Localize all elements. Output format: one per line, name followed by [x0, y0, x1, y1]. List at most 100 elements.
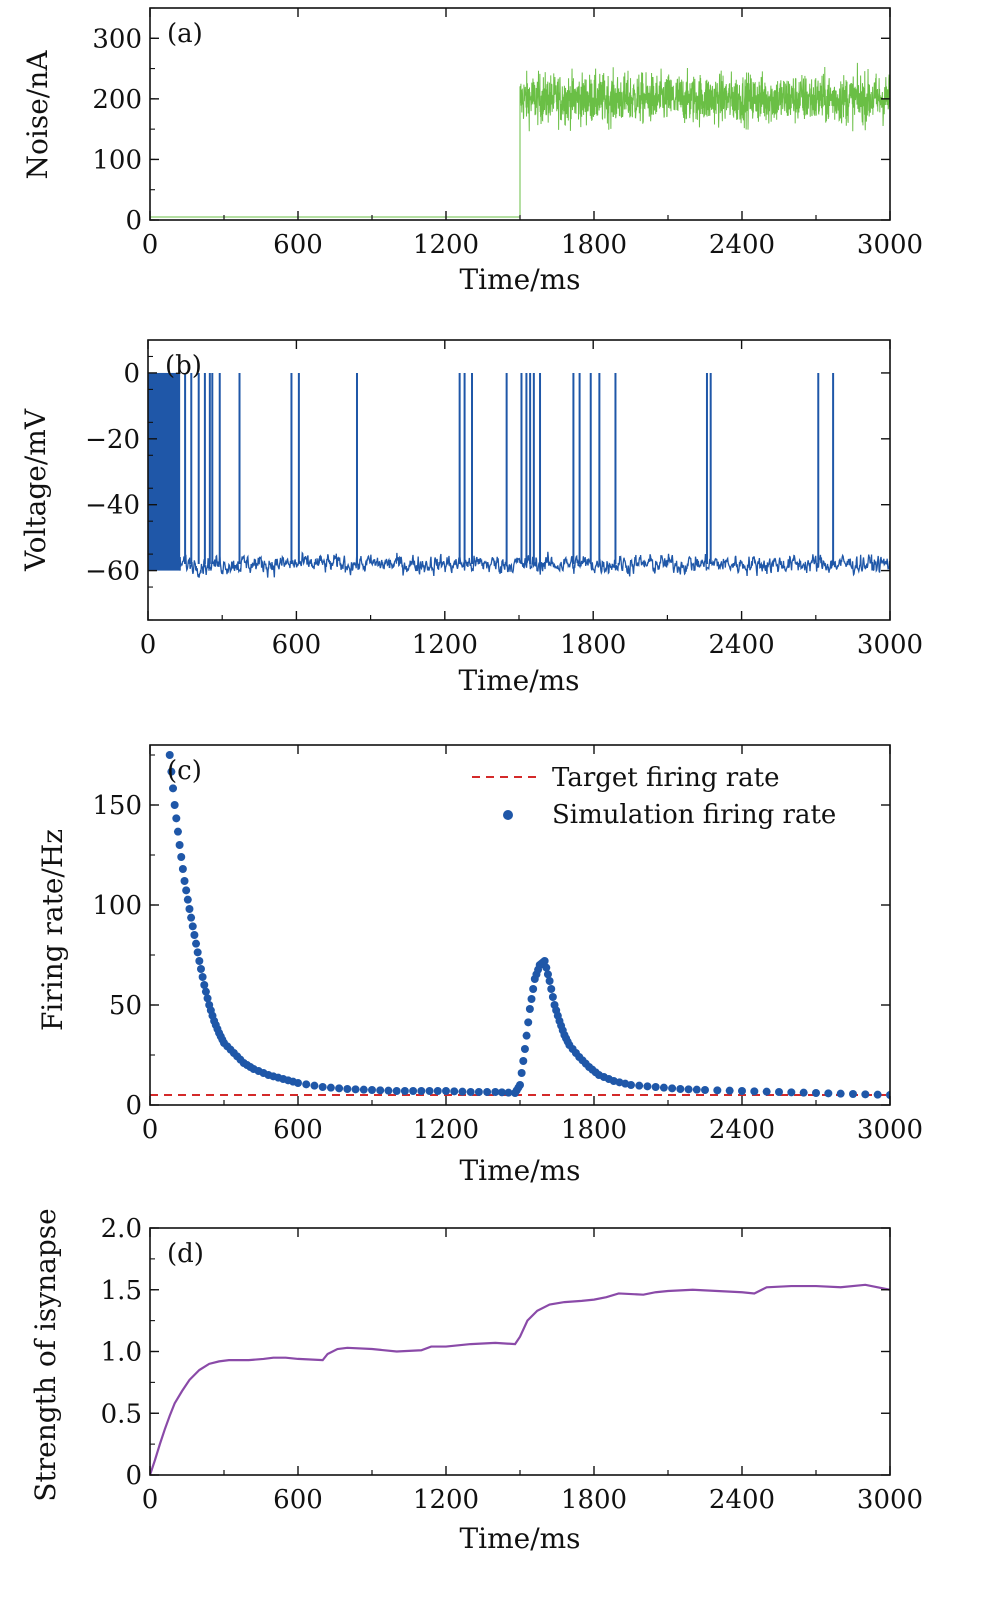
x-tick-label: 1200 [413, 1115, 479, 1145]
rate-point [861, 1090, 870, 1099]
rate-point [750, 1087, 759, 1096]
rate-point [226, 1045, 235, 1054]
legend-sim-swatch [503, 810, 513, 820]
rate-point [563, 1037, 572, 1046]
rate-point [519, 1057, 528, 1065]
plot-area [150, 1283, 890, 1475]
rate-point [198, 973, 207, 981]
rate-point [799, 1088, 808, 1097]
x-axis-label: Time/ms [458, 664, 579, 697]
rate-point [849, 1090, 857, 1098]
rate-point [218, 1035, 227, 1044]
x-tick-label: 0 [142, 230, 159, 260]
rate-point [392, 1087, 401, 1095]
x-axis-label: Time/ms [459, 1522, 580, 1555]
rate-point [520, 1045, 529, 1053]
rate-point [376, 1086, 385, 1095]
rate-point [196, 965, 205, 973]
x-tick-label: 0 [142, 1115, 159, 1145]
rate-point [524, 1018, 533, 1027]
rate-point [651, 1083, 660, 1091]
rate-point [548, 993, 557, 1001]
rate-point [213, 1025, 222, 1033]
rate-point [182, 886, 191, 895]
rate-point [483, 1088, 492, 1096]
rate-point [384, 1086, 393, 1095]
rate-point [190, 931, 199, 939]
legend-target-label: Target firing rate [552, 763, 780, 793]
rate-point [195, 957, 204, 965]
rate-point [259, 1069, 268, 1077]
rate-point [188, 922, 197, 931]
rate-point [497, 1088, 506, 1097]
rate-point [302, 1080, 311, 1089]
rate-point [738, 1087, 746, 1095]
rate-point [545, 977, 554, 985]
rate-point [201, 987, 210, 996]
plot-frame [149, 744, 891, 1106]
rate-point [180, 877, 189, 885]
rate-point [787, 1088, 796, 1097]
x-tick-label: 1200 [412, 630, 478, 660]
rate-point [173, 827, 182, 836]
x-tick-label: 3000 [857, 230, 923, 260]
rate-point [684, 1085, 693, 1094]
rate-point [558, 1026, 567, 1035]
x-tick-label: 600 [273, 1115, 323, 1145]
y-tick-label: 300 [92, 24, 142, 54]
rate-point [318, 1083, 327, 1091]
rate-point [433, 1087, 442, 1095]
rate-point [713, 1086, 722, 1095]
rate-point [192, 939, 201, 948]
y-tick-label: 100 [92, 145, 142, 175]
rate-point [604, 1075, 613, 1083]
rate-point [659, 1083, 668, 1092]
rate-point [553, 1011, 562, 1020]
y-tick-label: −40 [85, 491, 140, 521]
panel-a: 0 600 1200 1800 2400 3000 0 100 200 300 Time/ms Noi… [21, 7, 923, 296]
rate-point [359, 1085, 368, 1094]
y-tick-label: 150 [92, 791, 142, 821]
plot-area [148, 372, 890, 578]
x-tick-label: 2400 [709, 630, 775, 660]
x-tick-label: 3000 [857, 1115, 923, 1145]
panel-c: Target firing rate Simulation firing rate… [36, 744, 923, 1187]
rate-point [450, 1087, 459, 1096]
panel-label: (d) [167, 1239, 204, 1269]
rate-point [529, 985, 538, 993]
rate-point [701, 1086, 709, 1094]
y-tick-label: 0.5 [101, 1399, 142, 1429]
rate-point [762, 1087, 771, 1096]
x-tick-label: 1800 [561, 230, 627, 260]
legend: Target firing rate Simulation firing rate [472, 763, 836, 830]
x-tick-label: 2400 [709, 1485, 775, 1515]
strength-series-line [150, 1283, 890, 1475]
y-tick-label: 1.0 [101, 1338, 142, 1368]
rate-point [676, 1085, 685, 1093]
x-tick-label: 1200 [413, 1485, 479, 1515]
plot-area [150, 62, 890, 218]
rate-point [310, 1081, 319, 1090]
rate-point [504, 1088, 513, 1097]
plot-frame [147, 339, 891, 621]
plot-frame [149, 1227, 891, 1476]
rate-point [351, 1085, 360, 1094]
rate-point [274, 1073, 283, 1082]
rate-point [175, 841, 184, 849]
y-axis-label: Noise/nA [21, 50, 54, 180]
rate-point [543, 970, 552, 979]
y-tick-label: 0 [125, 206, 142, 236]
rate-point [172, 814, 181, 823]
x-tick-label: 2400 [709, 230, 775, 260]
rate-point [635, 1081, 644, 1090]
rate-point [400, 1087, 409, 1095]
rate-point [525, 1005, 534, 1013]
rate-point [725, 1086, 734, 1095]
rate-point [542, 963, 551, 972]
y-tick-label: 0 [123, 359, 140, 389]
rate-point [200, 981, 209, 989]
rate-point [326, 1083, 335, 1092]
rate-point [591, 1068, 600, 1077]
rate-point [824, 1089, 833, 1098]
x-tick-label: 2400 [709, 1115, 775, 1145]
